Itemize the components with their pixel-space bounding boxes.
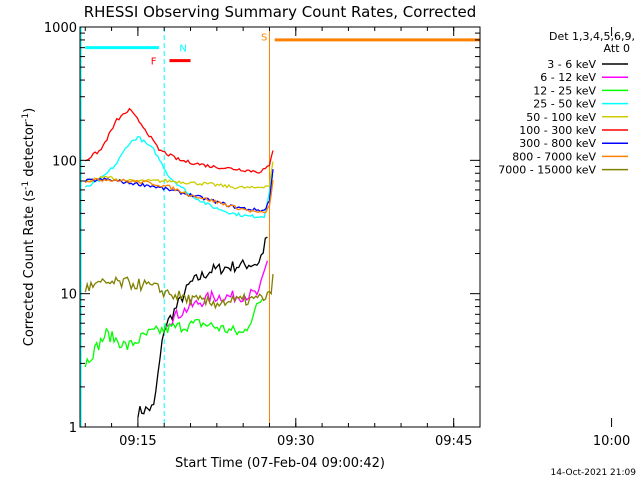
x-tick-label-2: 09:45: [435, 434, 472, 449]
series-3-line-0: [84, 135, 274, 219]
legend-label-3: 25 - 50 keV: [533, 98, 596, 111]
y-tick-label-2: 100: [52, 154, 77, 169]
series-group: [84, 107, 274, 418]
flag-letter-S: S: [261, 32, 267, 43]
y-tick-label-0: 1: [69, 421, 77, 436]
flag-letter-N: N: [179, 44, 186, 55]
x-axis-label: Start Time (07-Feb-04 09:00:42): [175, 456, 385, 471]
legend-label-6: 300 - 800 keV: [519, 137, 596, 150]
x-tick-label-0: 09:15: [119, 434, 156, 449]
legend-label-2: 12 - 25 keV: [533, 84, 596, 97]
series-4-line-0: [84, 161, 274, 190]
series-7-line-0: [84, 177, 274, 214]
series-1-line-0: [164, 260, 269, 329]
legend-label-8: 7000 - 15000 keV: [498, 164, 596, 177]
series-2-line-0: [84, 298, 263, 368]
series-8-line-0: [84, 274, 274, 310]
series-5-line-0: [85, 107, 274, 174]
plot-area: NSF110100100009:1509:3009:4510:0010:1510…: [44, 21, 630, 449]
flag-letter-F: F: [151, 57, 157, 68]
y-tick-label-3: 1000: [44, 21, 77, 36]
legend-header-attenuator: Att 0: [604, 42, 630, 55]
flag-lines: [80, 27, 480, 427]
legend-label-7: 800 - 7000 keV: [512, 150, 596, 163]
y-axis-label: Corrected Count Rate (s-1 detector-1): [21, 108, 37, 346]
legend-label-1: 6 - 12 keV: [540, 71, 596, 84]
legend-label-0: 3 - 6 keV: [547, 58, 596, 71]
plot-frame: [79, 26, 481, 428]
x-tick-label-3: 10:00: [593, 434, 630, 449]
chart-title: RHESSI Observing Summary Count Rates, Co…: [84, 3, 477, 21]
y-tick-label-1: 10: [60, 288, 77, 303]
x-tick-label-1: 09:30: [277, 434, 314, 449]
series-0-line-0: [137, 236, 268, 418]
legend-header-detectors: Det 1,3,4,5,6,9,: [549, 30, 635, 43]
footer-timestamp: 14-Oct-2021 21:09: [551, 468, 637, 478]
legend-label-5: 100 - 300 keV: [519, 124, 596, 137]
legend-label-4: 50 - 100 keV: [526, 111, 596, 124]
